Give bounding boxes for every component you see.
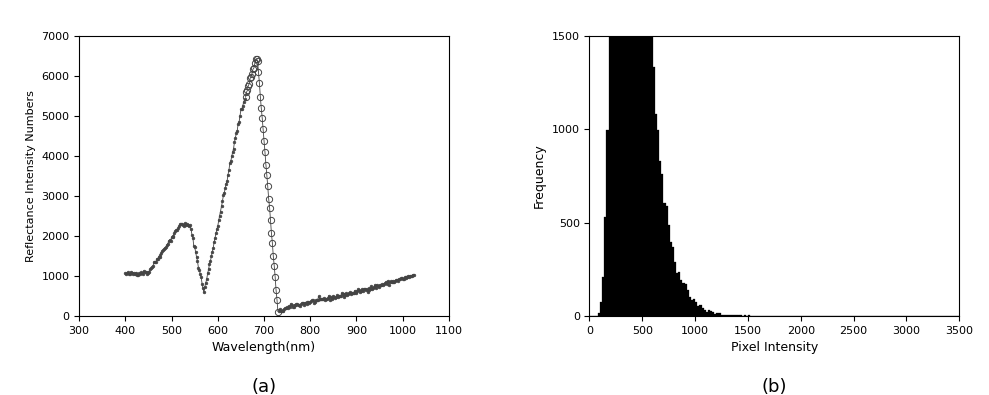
Bar	[600, 302, 602, 316]
Bar	[684, 284, 686, 316]
Bar	[674, 262, 676, 316]
Bar	[625, 0, 628, 316]
Bar	[725, 315, 727, 316]
Bar	[632, 0, 634, 316]
Bar	[623, 0, 625, 316]
Bar	[727, 315, 729, 316]
Y-axis label: Frequency: Frequency	[533, 143, 546, 208]
Bar	[617, 0, 619, 316]
Bar	[655, 114, 657, 316]
Bar	[649, 0, 651, 316]
Bar	[699, 305, 701, 316]
Bar	[729, 314, 731, 316]
Bar	[697, 306, 699, 316]
Bar	[621, 0, 623, 316]
Bar	[680, 280, 682, 316]
Bar	[672, 247, 674, 316]
Bar	[703, 310, 706, 316]
Bar	[630, 0, 632, 316]
Bar	[716, 313, 718, 316]
Bar	[668, 225, 670, 316]
Bar	[733, 315, 735, 316]
Bar	[645, 0, 647, 316]
Bar	[657, 130, 660, 316]
Bar	[610, 0, 613, 316]
Bar	[598, 313, 600, 316]
Bar	[651, 33, 653, 316]
Bar	[606, 130, 608, 316]
Bar	[748, 315, 750, 316]
Bar	[628, 0, 630, 316]
Bar	[721, 315, 723, 316]
Text: (a): (a)	[251, 378, 277, 395]
Bar	[653, 67, 655, 316]
Bar	[604, 217, 606, 316]
Bar	[613, 0, 615, 316]
Bar	[712, 312, 714, 316]
Bar	[636, 0, 638, 316]
Bar	[642, 0, 645, 316]
Bar	[693, 299, 695, 316]
Bar	[682, 282, 684, 316]
Bar	[731, 315, 733, 316]
Bar	[666, 207, 668, 316]
Y-axis label: Reflectance Intensity Numbers: Reflectance Intensity Numbers	[26, 90, 36, 262]
Bar	[638, 0, 640, 316]
Bar	[708, 310, 710, 316]
Bar	[686, 290, 688, 316]
Text: (b): (b)	[762, 378, 787, 395]
Bar	[714, 314, 716, 316]
Bar	[691, 300, 693, 316]
Bar	[718, 313, 721, 316]
Bar	[678, 272, 680, 316]
Bar	[608, 15, 610, 316]
Bar	[660, 161, 662, 316]
Bar	[738, 315, 740, 316]
Bar	[602, 277, 604, 316]
Bar	[670, 242, 672, 316]
Bar	[647, 0, 649, 316]
Bar	[676, 273, 678, 316]
Bar	[701, 308, 703, 316]
Bar	[634, 0, 636, 316]
Bar	[695, 302, 697, 316]
Bar	[619, 0, 621, 316]
Bar	[688, 297, 691, 316]
Bar	[662, 174, 664, 316]
Bar	[723, 315, 725, 316]
Bar	[615, 0, 617, 316]
X-axis label: Wavelength(nm): Wavelength(nm)	[212, 341, 316, 354]
Bar	[706, 312, 708, 316]
Bar	[640, 0, 642, 316]
Bar	[710, 311, 712, 316]
Bar	[664, 203, 666, 316]
X-axis label: Pixel Intensity: Pixel Intensity	[731, 341, 818, 354]
